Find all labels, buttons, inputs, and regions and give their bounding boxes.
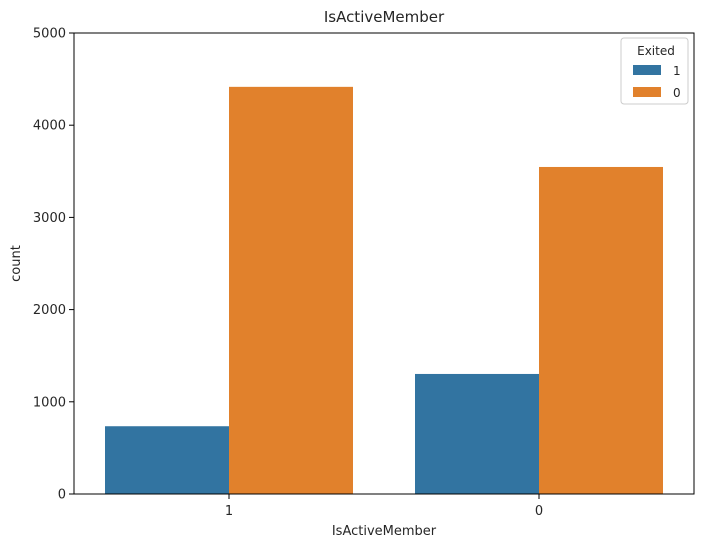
y-tick-label: 0 [58, 488, 66, 503]
y-tick-label: 4000 [33, 119, 66, 134]
x-tick-label: 0 [535, 504, 543, 519]
bars [105, 86, 663, 495]
bar-exited-1-member-0 [415, 373, 539, 494]
y-axis-label: count [9, 245, 24, 282]
y-tick-label: 2000 [33, 303, 66, 318]
bar-exited-0-member-1 [229, 86, 353, 495]
legend: Exited 1 0 [620, 37, 689, 105]
y-tick-label: 5000 [33, 27, 66, 42]
x-tick-label: 1 [225, 504, 233, 519]
bar-exited-1-member-1 [105, 426, 229, 494]
x-axis-label: IsActiveMember [332, 524, 437, 539]
y-tick-label: 3000 [33, 211, 66, 226]
legend-swatch-0 [633, 87, 661, 97]
legend-swatch-1 [633, 65, 661, 75]
bar-exited-0-member-0 [539, 166, 663, 494]
legend-label-1: 1 [673, 64, 681, 78]
plot-frame [73, 32, 695, 495]
y-axis-ticks: 0 1000 2000 3000 4000 5000 [33, 27, 74, 503]
chart-title: IsActiveMember [324, 8, 445, 26]
y-tick-label: 1000 [33, 395, 66, 410]
legend-title: Exited [637, 44, 675, 58]
legend-label-0: 0 [673, 86, 681, 100]
